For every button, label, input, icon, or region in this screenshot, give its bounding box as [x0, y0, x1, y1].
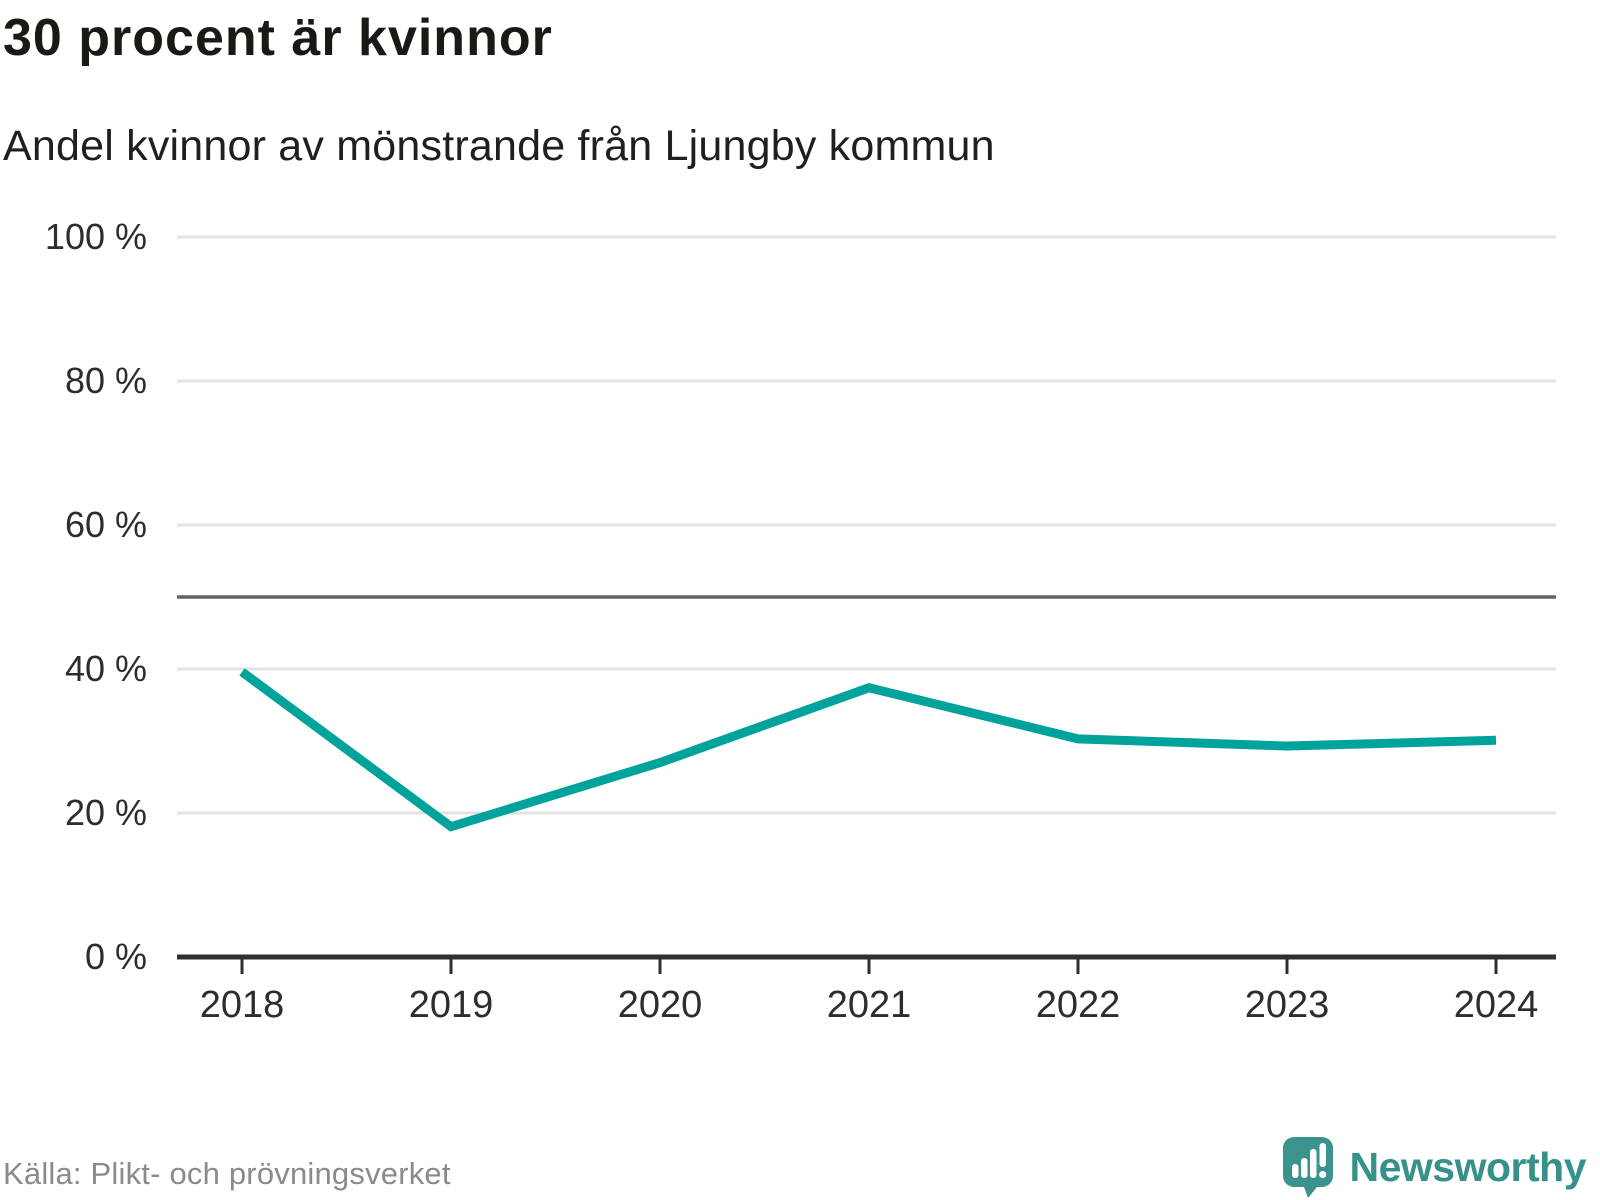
y-axis-tick-label-80: 80 %: [64, 360, 147, 401]
newsworthy-logo-icon: [1282, 1137, 1333, 1198]
data-line-andel-kvinnor-av-m-nstrande: [239, 668, 1497, 832]
bar-tall: [1309, 1149, 1316, 1178]
x-axis-tick-label-2024: 2024: [1453, 984, 1539, 1026]
bar-medium: [1300, 1158, 1307, 1178]
y-axis-tick-label-60: 60 %: [64, 504, 147, 545]
x-axis-tick-label-2023: 2023: [1244, 984, 1330, 1026]
x-axis-tick-label-2020: 2020: [617, 984, 703, 1026]
x-axis-tick-label-2022: 2022: [1035, 984, 1121, 1026]
x-axis-tick-label-2019: 2019: [408, 984, 494, 1026]
y-axis-tick-label-20: 20 %: [64, 792, 147, 833]
y-axis-tick-label-40: 40 %: [64, 648, 147, 689]
exclamation-dot: [1318, 1170, 1326, 1179]
chart-title: 30 procent är kvinnor: [3, 9, 553, 67]
chart-subtitle: Andel kvinnor av mönstrande från Ljungby…: [3, 122, 995, 170]
newsworthy-logo[interactable]: Newsworthy: [1282, 1136, 1587, 1198]
source-note: Källa: Plikt- och prövningsverket: [3, 1156, 451, 1191]
y-axis-tick-label-100: 100 %: [44, 216, 147, 257]
x-axis-tick-label-2021: 2021: [826, 984, 912, 1026]
y-axis-tick-label-0: 0 %: [84, 936, 147, 977]
bar-small: [1291, 1164, 1298, 1178]
newsworthy-logo-text: Newsworthy: [1349, 1143, 1587, 1190]
exclamation-bar: [1319, 1143, 1326, 1167]
x-axis-tick-label-2018: 2018: [199, 984, 285, 1026]
